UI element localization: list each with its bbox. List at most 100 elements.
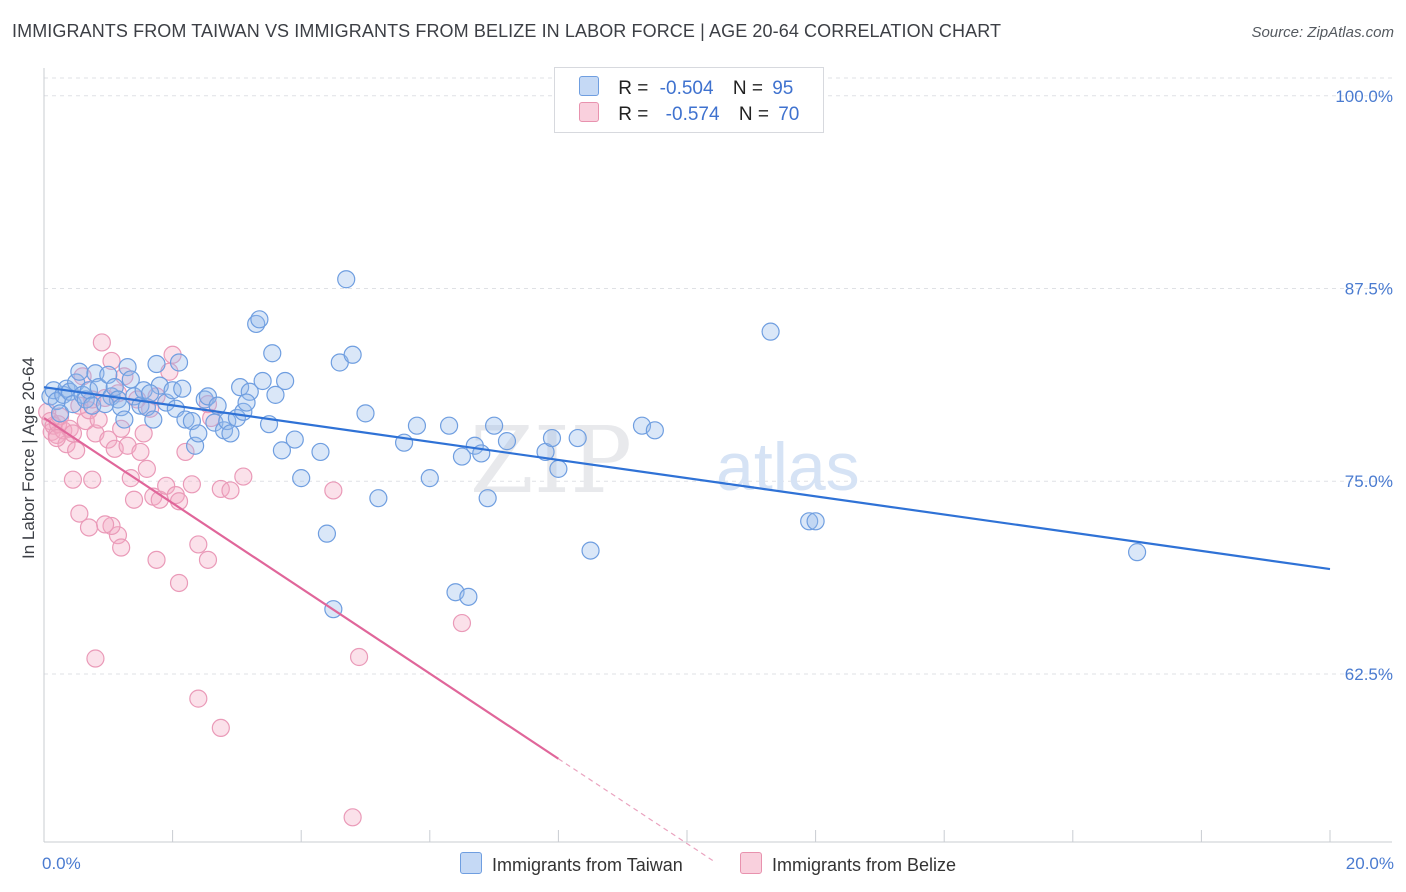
taiwan-point xyxy=(806,512,825,531)
belize-point xyxy=(57,435,76,454)
legend-item-belize: Immigrants from Belize xyxy=(740,852,956,876)
taiwan-point xyxy=(198,387,218,406)
taiwan-point xyxy=(176,410,195,429)
belize-point xyxy=(349,647,369,667)
belize-point xyxy=(189,535,208,554)
belize-point xyxy=(47,428,66,448)
y-tick-label: 100.0% xyxy=(1335,87,1393,106)
belize-point xyxy=(189,689,208,708)
taiwan-point xyxy=(140,384,160,403)
belize-point xyxy=(70,504,89,523)
gridlines xyxy=(44,77,1392,675)
y-tick-label: 87.5% xyxy=(1345,279,1393,298)
belize-point xyxy=(147,550,166,569)
taiwan-point xyxy=(369,489,388,508)
taiwan-point xyxy=(70,362,89,381)
belize-point xyxy=(134,424,153,443)
belize-point xyxy=(221,481,240,500)
x-tick-label-min: 0.0% xyxy=(42,854,81,873)
taiwan-point xyxy=(317,524,337,543)
belize-point xyxy=(102,516,121,536)
taiwan-point xyxy=(189,424,208,443)
belize-point xyxy=(452,613,472,633)
taiwan-point xyxy=(231,378,250,397)
legend-item-taiwan: Immigrants from Taiwan xyxy=(460,852,683,876)
taiwan-point xyxy=(420,469,439,488)
n-label: N = xyxy=(732,78,763,99)
taiwan-point xyxy=(285,430,304,449)
taiwan-point xyxy=(497,432,517,451)
taiwan-point xyxy=(581,541,600,560)
watermark-zip: ZIP xyxy=(470,407,632,514)
taiwan-point xyxy=(356,404,375,423)
belize-point xyxy=(92,333,111,352)
belize-point xyxy=(137,459,156,478)
belize-trend-extension xyxy=(558,758,714,862)
legend-row-belize: R = -0.574 N = 70 xyxy=(579,102,799,126)
belize-point xyxy=(131,442,150,462)
belize-point xyxy=(99,430,118,449)
taiwan-point xyxy=(549,459,568,478)
n-value: 95 xyxy=(772,78,794,99)
trend-lines xyxy=(43,386,1331,862)
watermark: ZIP atlas xyxy=(470,407,860,514)
taiwan-point xyxy=(568,428,587,448)
taiwan-point xyxy=(95,395,115,414)
taiwan-point xyxy=(50,404,70,423)
taiwan-point xyxy=(337,270,356,289)
taiwan-point xyxy=(115,410,134,429)
taiwan-point xyxy=(237,393,256,412)
y-axis-title: In Labor Force | Age 20-64 xyxy=(19,357,38,559)
belize-points xyxy=(38,333,472,827)
taiwan-point xyxy=(292,469,311,488)
taiwan-point xyxy=(800,512,819,531)
taiwan-point xyxy=(343,345,362,364)
belize-point xyxy=(83,470,102,489)
belize-point xyxy=(198,550,218,569)
taiwan-point xyxy=(311,442,330,462)
taiwan-point xyxy=(240,382,259,401)
belize-swatch xyxy=(579,102,599,122)
taiwan-point xyxy=(478,489,497,508)
belize-point xyxy=(102,351,121,371)
taiwan-point xyxy=(439,416,459,435)
belize-trend-line xyxy=(43,417,560,760)
taiwan-point xyxy=(173,379,192,398)
belize-point xyxy=(234,467,253,486)
taiwan-point xyxy=(452,447,472,466)
taiwan-point xyxy=(407,416,427,435)
taiwan-point xyxy=(208,396,227,415)
correlation-legend: R = -0.504 N = 95 R = -0.574 N = 70 xyxy=(554,67,824,133)
belize-point xyxy=(211,718,230,738)
taiwan-swatch xyxy=(460,852,482,874)
belize-point xyxy=(343,808,362,827)
belize-point xyxy=(182,475,201,494)
axes xyxy=(43,68,1392,843)
taiwan-point xyxy=(276,371,295,391)
belize-point xyxy=(79,518,99,537)
taiwan-point xyxy=(253,371,272,391)
y-tick-label: 75.0% xyxy=(1345,472,1393,491)
x-tick-label-max: 20.0% xyxy=(1346,854,1394,873)
taiwan-point xyxy=(250,310,269,329)
taiwan-point xyxy=(542,428,562,448)
r-value: -0.504 xyxy=(659,78,714,99)
n-label: N = xyxy=(738,104,769,125)
source-credit: Source: ZipAtlas.com xyxy=(1251,24,1394,41)
taiwan-point xyxy=(147,354,166,374)
r-label: R = xyxy=(618,78,649,99)
belize-point xyxy=(169,573,189,593)
belize-point xyxy=(324,481,343,500)
taiwan-point xyxy=(761,322,780,341)
r-value: -0.574 xyxy=(665,104,720,125)
belize-point xyxy=(86,649,105,668)
legend-row-taiwan: R = -0.504 N = 95 xyxy=(579,76,793,100)
r-label: R = xyxy=(618,104,649,125)
taiwan-point xyxy=(645,421,664,440)
y-tick-label: 62.5% xyxy=(1345,665,1393,684)
chart-title: IMMIGRANTS FROM TAIWAN VS IMMIGRANTS FRO… xyxy=(12,21,1002,41)
belize-swatch xyxy=(740,852,762,874)
taiwan-point xyxy=(485,416,504,435)
belize-point xyxy=(112,538,131,557)
